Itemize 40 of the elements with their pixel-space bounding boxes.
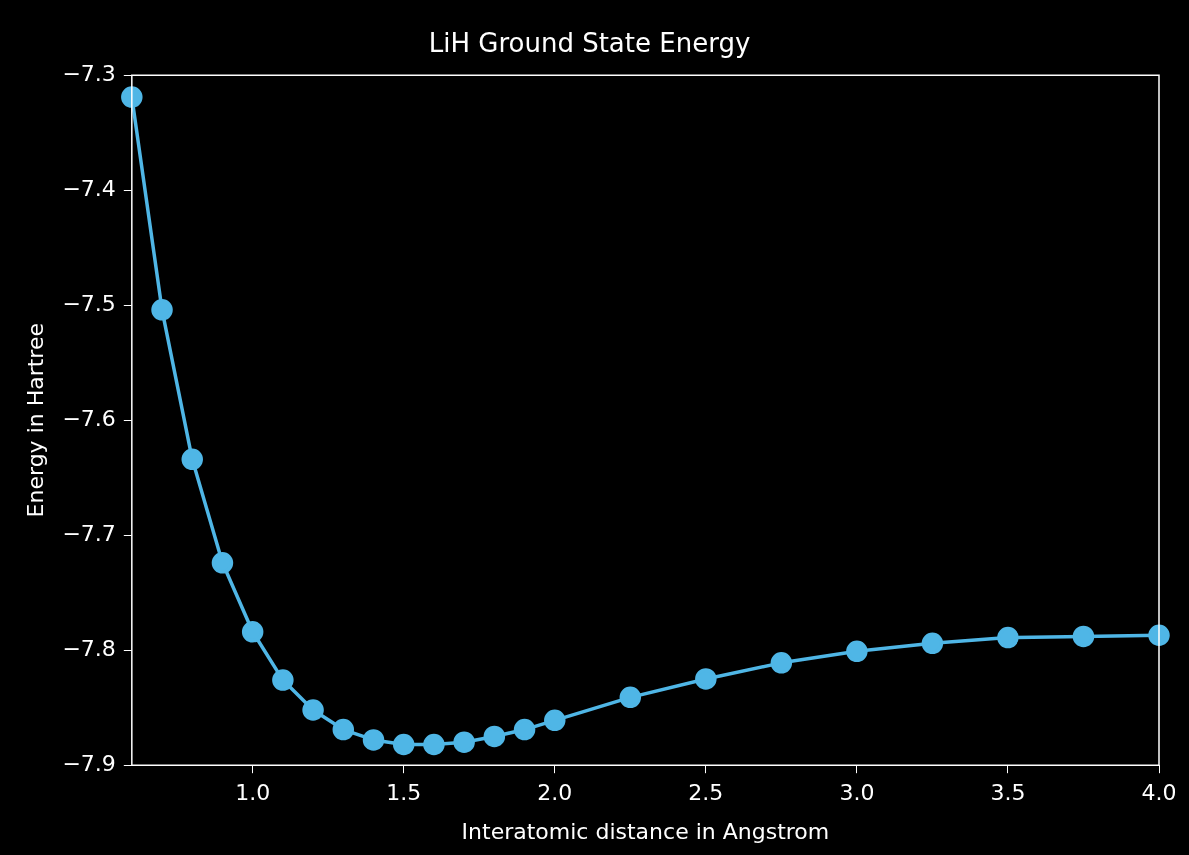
point <box>1148 624 1170 646</box>
point <box>619 686 642 709</box>
point <box>332 718 355 741</box>
x-axis-title: Interatomic distance in Angstrom <box>461 818 830 844</box>
point <box>181 448 203 471</box>
point <box>513 718 536 741</box>
point <box>302 699 324 721</box>
x-tick-label: 1.0 <box>235 780 271 806</box>
point <box>362 729 385 751</box>
y-tick-label: −7.8 <box>62 635 116 661</box>
point <box>846 640 868 663</box>
point <box>770 652 793 674</box>
y-tick-label: −7.3 <box>62 60 116 86</box>
point <box>151 299 173 321</box>
x-tick-label: 1.5 <box>386 780 422 806</box>
point <box>483 725 506 748</box>
point <box>241 621 264 643</box>
y-axis-title: Energy in Hartree <box>22 323 48 518</box>
y-tick-label: −7.4 <box>62 175 116 201</box>
point <box>544 709 566 732</box>
x-tick-label: 2.0 <box>537 780 573 806</box>
chart-title: LiH Ground State Energy <box>428 28 751 59</box>
point <box>392 733 415 756</box>
y-tick-label: −7.6 <box>62 405 116 431</box>
x-tick-label: 2.5 <box>688 780 724 806</box>
point <box>921 632 944 655</box>
x-tick-label: 3.5 <box>990 780 1026 806</box>
y-tick-label: −7.5 <box>62 290 116 316</box>
y-tick-label: −7.9 <box>62 750 116 776</box>
x-tick-label: 3.0 <box>839 780 875 806</box>
y-tick-label: −7.7 <box>62 520 116 546</box>
point <box>121 86 143 108</box>
point <box>1072 625 1095 648</box>
point <box>272 669 294 691</box>
point <box>211 552 234 574</box>
point <box>423 733 445 756</box>
point <box>453 731 475 753</box>
point <box>695 668 717 690</box>
x-tick-label: 4.0 <box>1141 780 1177 806</box>
point <box>997 626 1019 649</box>
